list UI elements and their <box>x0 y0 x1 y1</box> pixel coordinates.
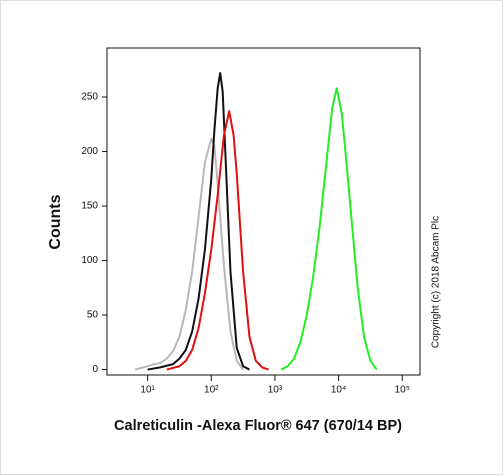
y-tick-label: 150 <box>81 201 98 212</box>
histogram-line <box>280 87 378 371</box>
y-tick-label: 0 <box>92 364 98 375</box>
x-tick-label: 10⁴ <box>331 385 346 396</box>
y-tick-label: 200 <box>81 146 98 157</box>
x-tick-label: 10² <box>204 385 219 396</box>
plot-area <box>106 47 421 376</box>
histogram-line <box>166 110 269 371</box>
y-tick-label: 250 <box>81 92 98 103</box>
x-tick-label: 10¹ <box>140 385 155 396</box>
x-tick-label: 10³ <box>268 385 283 396</box>
y-axis-label: Counts <box>47 194 64 249</box>
histogram-line <box>147 72 250 371</box>
x-tick-label: 10⁵ <box>395 385 410 396</box>
histogram-line <box>134 137 244 371</box>
copyright: Copyright (c) 2018 Abcam Plc <box>431 216 442 348</box>
y-tick-label: 100 <box>81 255 98 266</box>
x-axis-label: Calreticulin -Alexa Fluor® 647 (670/14 B… <box>114 418 402 434</box>
y-tick-label: 50 <box>87 310 99 321</box>
